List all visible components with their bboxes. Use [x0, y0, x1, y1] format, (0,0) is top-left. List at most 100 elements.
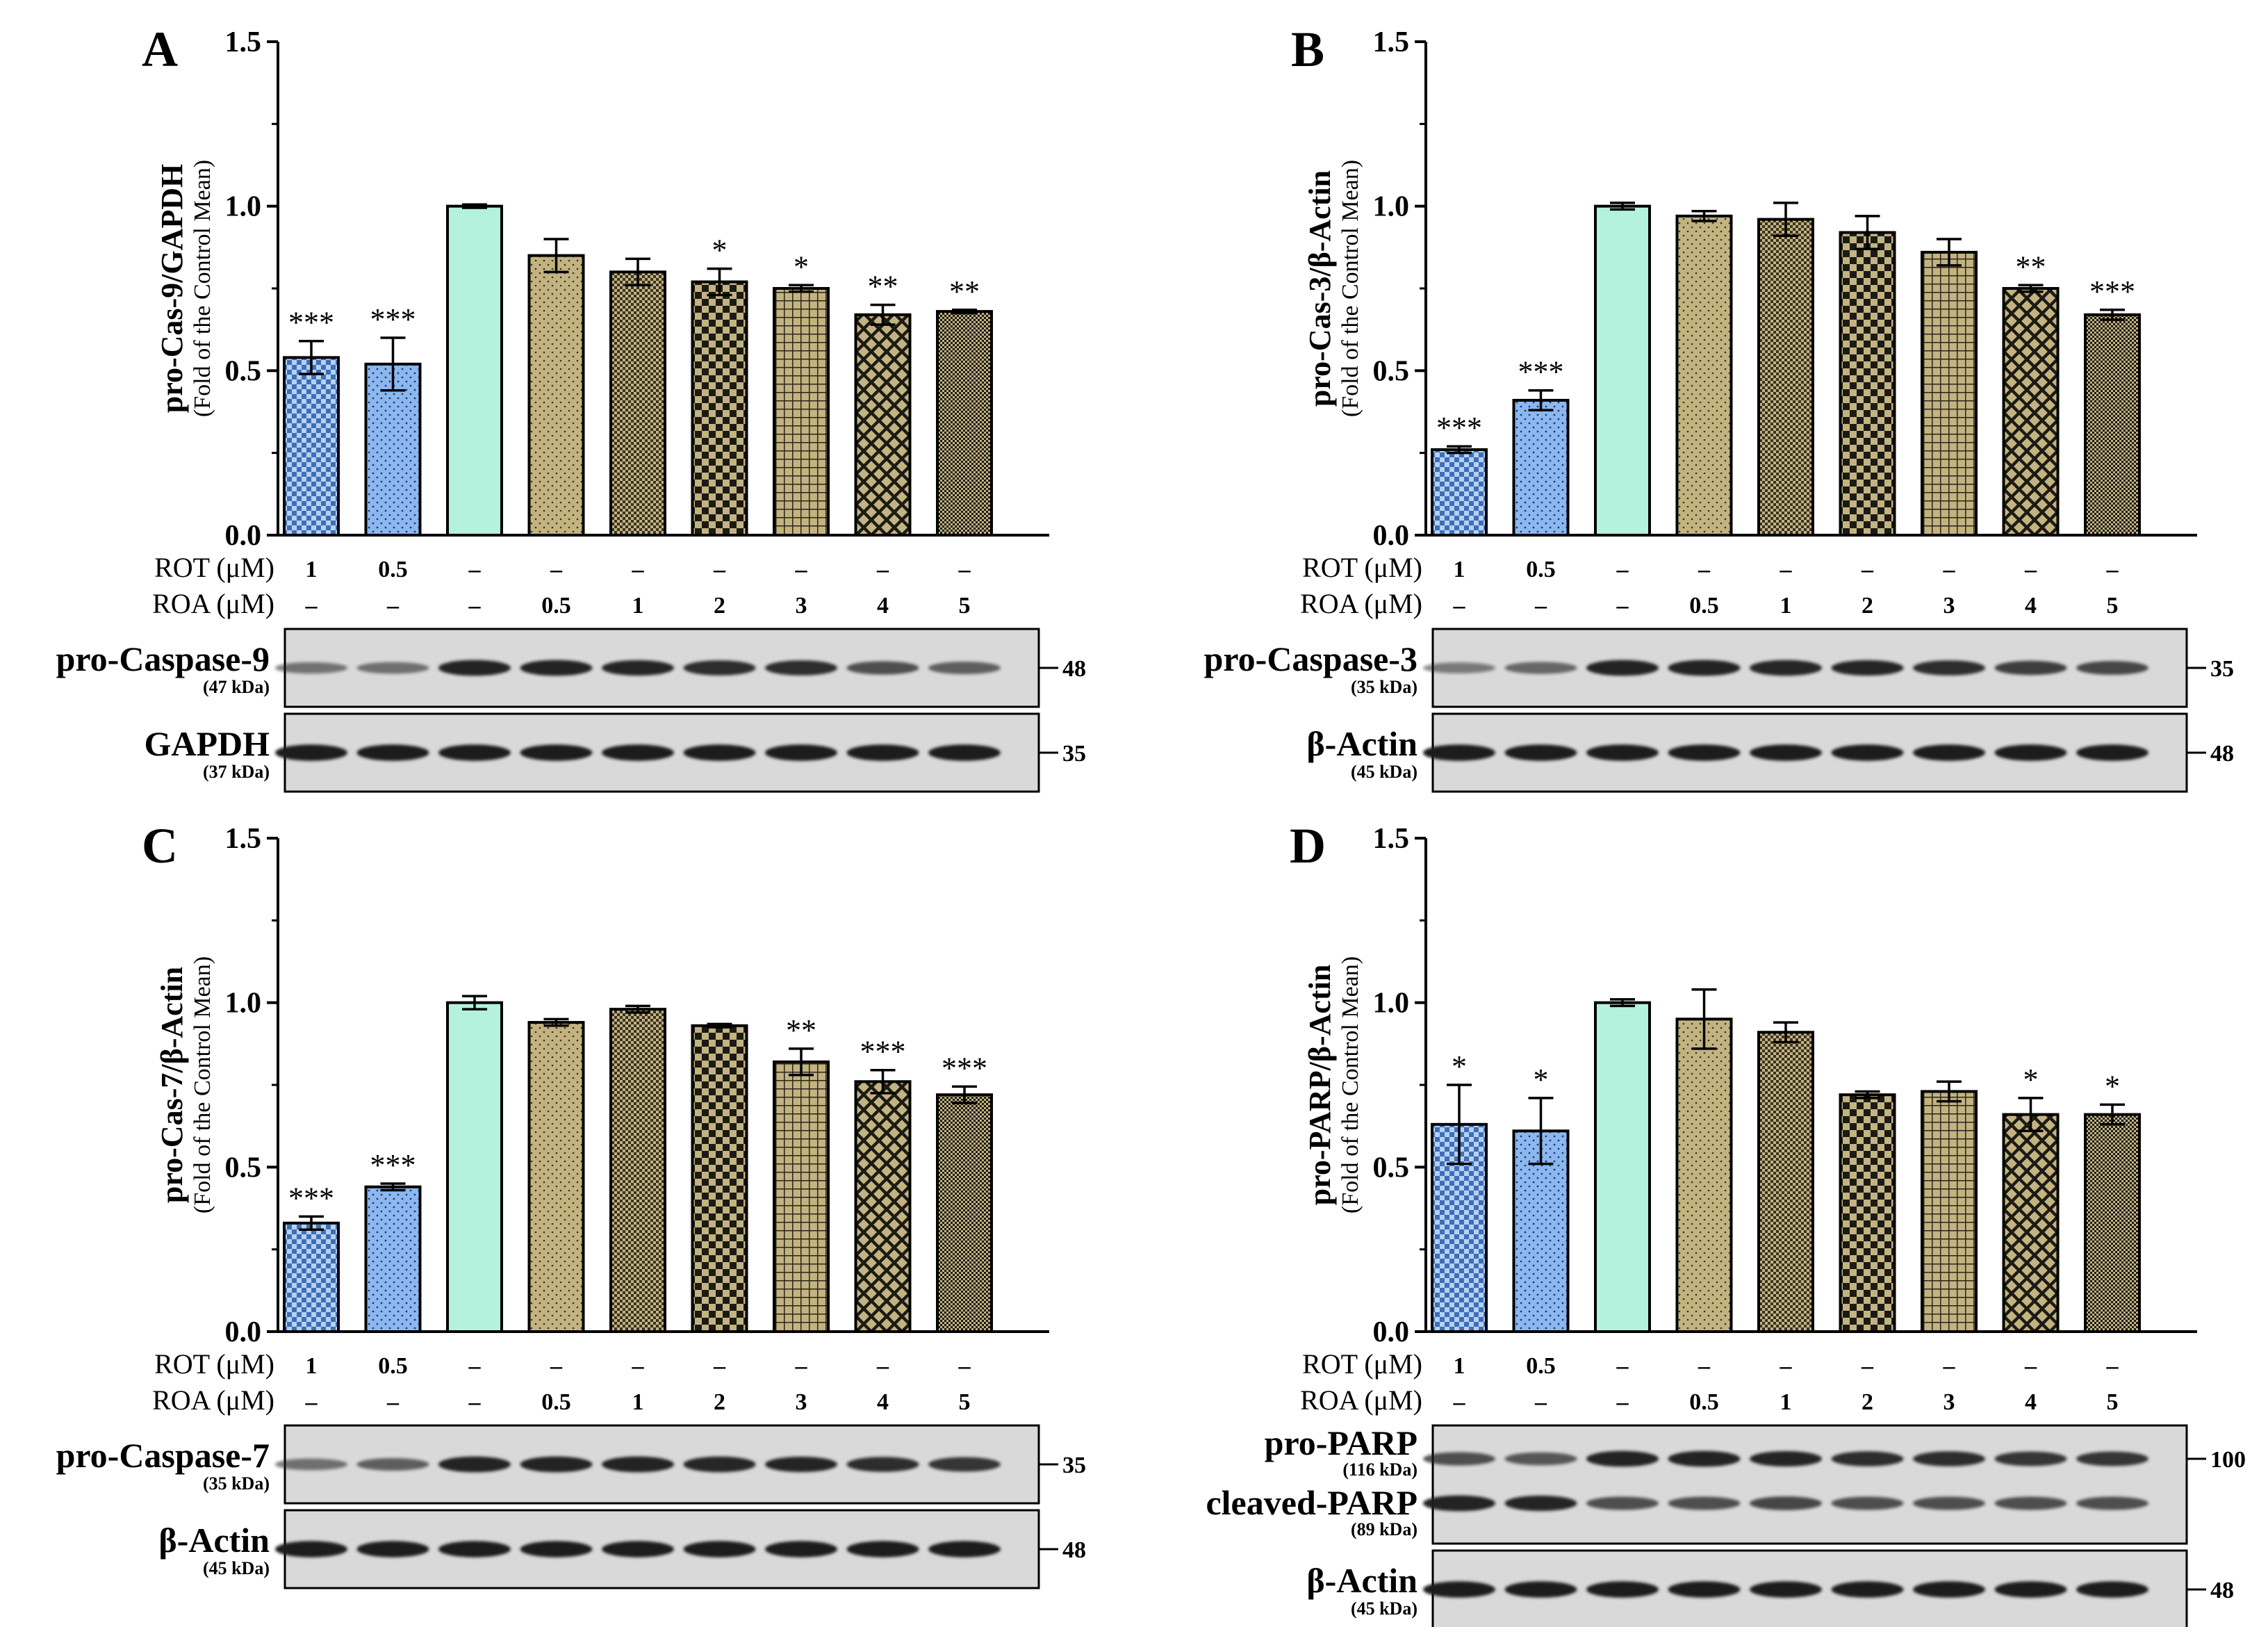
roa-value: 5	[2107, 1389, 2119, 1415]
protein-name: β-Actin	[158, 1521, 270, 1560]
y-axis-label: pro-Cas-9/GAPDH	[155, 164, 189, 414]
significance-label: ***	[1518, 355, 1564, 389]
blot-band	[2076, 1581, 2148, 1598]
rot-value: –	[1780, 1353, 1793, 1379]
rot-value: 0.5	[1526, 557, 1556, 582]
blot-band	[356, 1541, 429, 1557]
panel-letter: C	[142, 818, 178, 874]
blot-band	[1668, 744, 1741, 761]
bar-4	[1675, 214, 1733, 537]
blot-band	[520, 660, 593, 676]
protein-kda: (47 kDa)	[203, 677, 270, 697]
protein-kda: (116 kDa)	[1342, 1460, 1418, 1480]
significance-label: **	[786, 1013, 816, 1047]
roa-value: 2	[1862, 593, 1873, 619]
y-tick-label: 0.0	[1373, 520, 1410, 552]
rot-row-label: ROT (μM)	[154, 552, 274, 583]
western-blot-2: β-Actin(45 kDa) 48	[1306, 1549, 2234, 1627]
blot-band	[1913, 1451, 1985, 1466]
roa-value: 0.5	[1689, 1389, 1719, 1415]
blot-band	[2076, 1496, 2148, 1510]
western-blot-1: pro-Caspase-7(35 kDa) 35	[56, 1424, 1086, 1505]
rot-value: 1	[306, 1353, 318, 1379]
blot-band	[520, 744, 593, 761]
y-tick-label: 0.5	[1373, 355, 1410, 387]
bar-5	[1757, 218, 1814, 537]
blot-band	[928, 1457, 1001, 1472]
blot-band	[846, 744, 919, 761]
rot-value: –	[550, 1353, 563, 1379]
significance-label: *	[2105, 1069, 2120, 1103]
blot-band	[1750, 1581, 1822, 1598]
blot-band	[1831, 1451, 1904, 1466]
bar-4	[527, 254, 585, 537]
blot-band	[1423, 1495, 1495, 1512]
rot-value: 0.5	[378, 557, 408, 582]
blot-band	[846, 1541, 919, 1557]
significance-label: ***	[2089, 275, 2135, 309]
roa-value: 2	[714, 1389, 725, 1415]
roa-value: 0.5	[541, 593, 571, 619]
western-blot-1: pro-PARP(116 kDa) cleaved-PARP(89 kDa) 100	[1206, 1423, 2246, 1545]
rot-value: –	[1616, 1353, 1629, 1379]
bar-4	[1675, 1017, 1733, 1333]
western-blot-1: pro-Caspase-3(35 kDa) 35	[1204, 628, 2234, 708]
significance-label: ***	[370, 1148, 416, 1182]
protein-name: pro-Caspase-9	[56, 639, 270, 678]
rot-row-label: ROT (μM)	[1302, 1348, 1422, 1380]
blot-band	[1586, 1581, 1659, 1598]
significance-label: **	[868, 270, 898, 304]
roa-value: 5	[959, 1389, 971, 1415]
bar-7	[773, 1060, 830, 1333]
blot-band	[1423, 1452, 1495, 1466]
panel-letter: B	[1291, 22, 1324, 77]
roa-value: –	[468, 1389, 482, 1415]
y-tick-label: 1.5	[225, 823, 262, 855]
blot-band	[1423, 744, 1495, 761]
rot-value: 1	[1454, 1353, 1465, 1379]
roa-value: 1	[632, 1389, 644, 1415]
rot-row-label: ROT (μM)	[1302, 552, 1422, 583]
bar-6	[691, 1024, 748, 1333]
bar-8	[2002, 1113, 2060, 1333]
blot-band	[1994, 1451, 2067, 1466]
rot-value: –	[713, 557, 726, 582]
blot-band	[520, 1541, 593, 1557]
bar-3	[446, 1001, 503, 1333]
y-tick-label: 0.5	[225, 355, 262, 387]
bar-4	[527, 1021, 585, 1333]
roa-value: –	[305, 1389, 318, 1415]
blot-band	[1913, 1581, 1985, 1598]
y-tick-label: 1.0	[225, 988, 262, 1020]
blot-band	[275, 662, 347, 674]
blot-band	[275, 1541, 347, 1557]
bar-9	[936, 1093, 993, 1333]
rot-value: –	[713, 1353, 726, 1379]
blot-band	[356, 744, 429, 761]
blot-band	[520, 1456, 593, 1473]
roa-value: –	[1616, 1389, 1629, 1415]
blot-band	[1913, 744, 1985, 761]
blot-band	[1668, 1496, 1741, 1510]
rot-value: –	[795, 1353, 808, 1379]
bar-8	[854, 1080, 912, 1333]
roa-value: 3	[1944, 1389, 1955, 1415]
blot-band	[683, 744, 756, 761]
panel-b: B 0.0 0.5 1.0 1.5 pro-Cas-3/β-Actin (Fold of t…	[1204, 22, 2234, 793]
y-axis-sublabel: (Fold of the Control Mean)	[1338, 160, 1363, 417]
roa-value: 2	[1862, 1389, 1873, 1415]
rot-value: –	[550, 557, 563, 582]
significance-label: *	[794, 250, 809, 284]
bar-6	[1839, 231, 1896, 537]
marker-label: 48	[2210, 1578, 2234, 1603]
y-tick-label: 0.0	[225, 1316, 262, 1348]
rot-value: 1	[1454, 557, 1465, 582]
protein-kda: (37 kDa)	[203, 762, 270, 782]
protein-name: pro-Caspase-3	[1204, 639, 1418, 678]
y-tick-label: 0.5	[1373, 1152, 1410, 1184]
blot-band	[765, 1456, 837, 1473]
protein-name-2: cleaved-PARP	[1206, 1483, 1418, 1522]
roa-value: 5	[2107, 593, 2119, 619]
significance-label: **	[949, 275, 980, 309]
marker-label: 35	[1062, 1453, 1086, 1478]
